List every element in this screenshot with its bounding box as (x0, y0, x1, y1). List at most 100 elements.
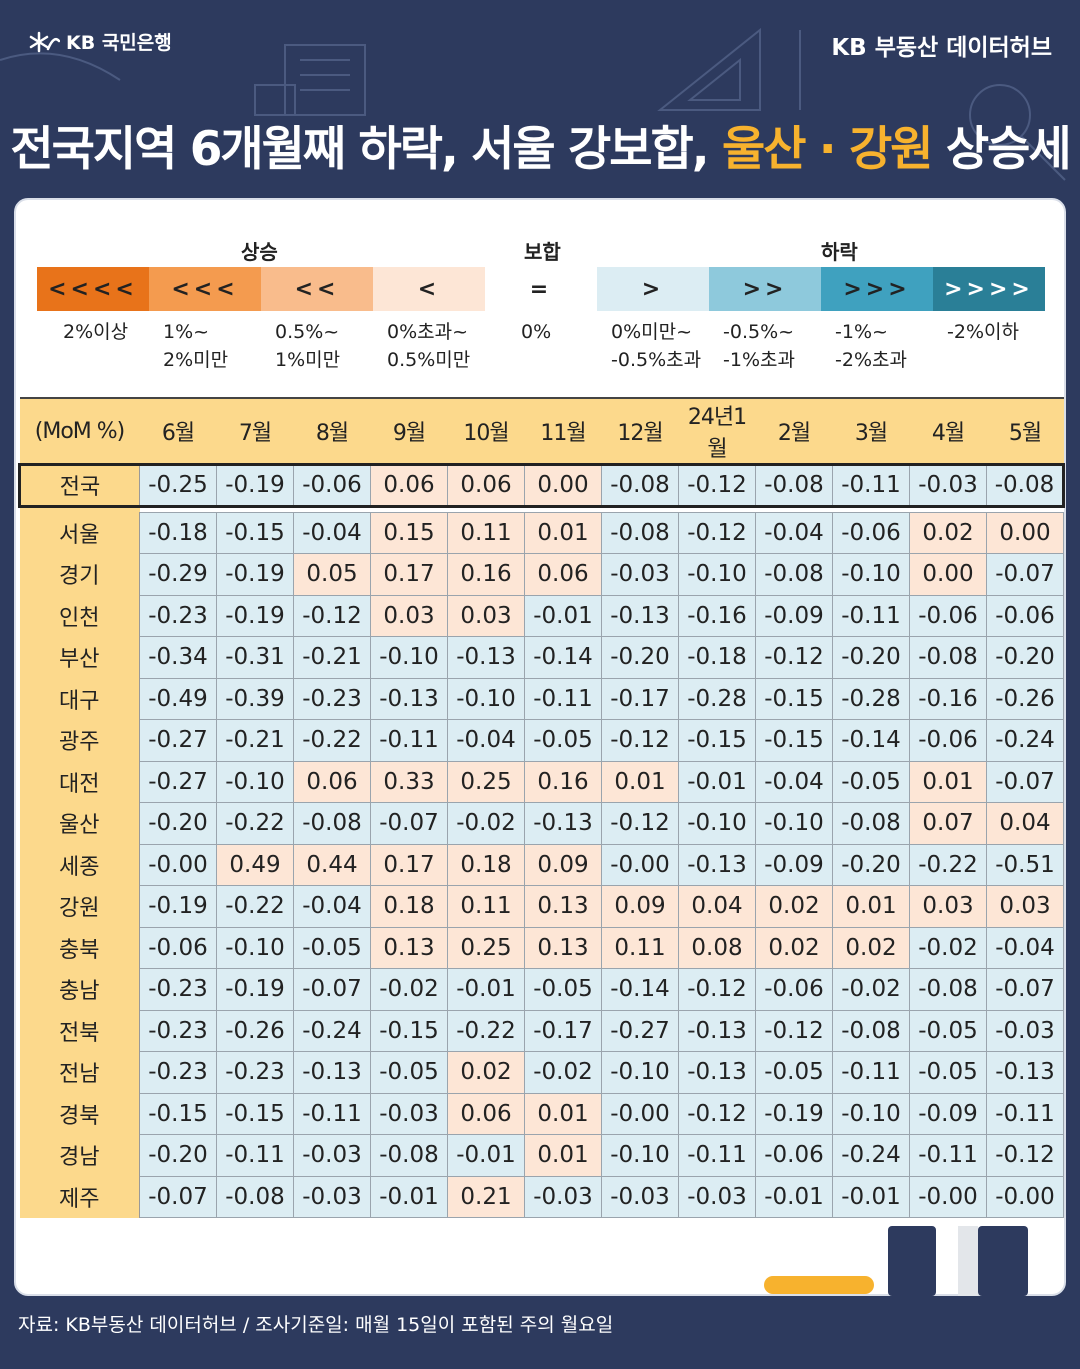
headline-part2: 상승세 (931, 122, 1072, 177)
value-cell: -0.24 (293, 1009, 371, 1052)
value-cell: 0.16 (524, 760, 602, 803)
value-cell: -0.16 (678, 594, 756, 637)
value-cell: 0.00 (986, 511, 1064, 554)
value-cell: -0.03 (986, 1009, 1064, 1052)
value-cell: -0.10 (832, 553, 910, 596)
value-cell: 0.02 (755, 885, 833, 928)
column-header: 4월 (909, 397, 987, 466)
value-cell: 0.49 (216, 843, 294, 886)
legend-swatch: >>>> (933, 267, 1045, 311)
value-cell: -0.23 (139, 968, 217, 1011)
value-cell: -0.20 (986, 636, 1064, 679)
value-cell: -0.07 (986, 968, 1064, 1011)
region-label: 대구 (19, 678, 140, 720)
column-header: 6월 (139, 397, 217, 466)
value-cell: -0.06 (832, 511, 910, 554)
value-cell: -0.24 (986, 719, 1064, 762)
region-label: 부산 (19, 636, 140, 678)
value-cell: 0.02 (832, 926, 910, 969)
gap-cell (19, 506, 140, 512)
value-cell: -0.19 (216, 463, 294, 508)
value-cell: -0.03 (370, 1092, 448, 1135)
value-cell: -0.15 (139, 1092, 217, 1135)
legend-swatch: > (597, 267, 709, 311)
value-cell: -0.11 (524, 677, 602, 720)
legend-swatch: >> (709, 267, 821, 311)
table-row: 대전 -0.27 -0.10 0.06 0.33 0.25 0.16 0.01 -0.01 -0.… (19, 760, 1064, 803)
value-cell: -0.28 (832, 677, 910, 720)
value-cell: -0.09 (909, 1092, 987, 1135)
value-cell: -0.15 (755, 719, 833, 762)
value-cell: -0.20 (139, 802, 217, 845)
value-cell: 0.05 (293, 553, 371, 596)
value-cell: -0.20 (139, 1134, 217, 1177)
value-cell: -0.10 (678, 553, 756, 596)
region-label: 전북 (19, 1010, 140, 1052)
legend-flat-label: 보합 (524, 240, 561, 264)
value-cell: -0.10 (755, 802, 833, 845)
table-row: 경북 -0.15 -0.15 -0.11 -0.03 0.06 0.01 -0.00 -0.12… (19, 1092, 1064, 1135)
value-cell: -0.26 (986, 677, 1064, 720)
value-cell: -0.11 (909, 1134, 987, 1177)
legend-label: -2%이하 (947, 321, 1019, 343)
value-cell: 0.06 (370, 463, 448, 508)
value-cell: -0.13 (986, 1051, 1064, 1094)
value-cell: -0.11 (832, 594, 910, 637)
value-cell: 0.01 (524, 511, 602, 554)
value-cell: 0.04 (678, 885, 756, 928)
value-cell: -0.08 (832, 802, 910, 845)
value-cell: -0.15 (216, 511, 294, 554)
table-row: 강원 -0.19 -0.22 -0.04 0.18 0.11 0.13 0.09 0.04 0.0… (19, 885, 1064, 928)
value-cell: -0.20 (601, 636, 679, 679)
value-cell: -0.21 (293, 636, 371, 679)
value-cell: -0.07 (370, 802, 448, 845)
value-cell: 0.06 (447, 463, 525, 508)
value-cell: 0.13 (524, 885, 602, 928)
legend-label: -0.5%~ -1%초과 (723, 321, 795, 371)
legend-down-label: 하락 (821, 240, 858, 264)
table-row: 세종 -0.00 0.49 0.44 0.17 0.18 0.09 -0.00 -0.13 -0.… (19, 843, 1064, 886)
value-cell: -0.19 (755, 1092, 833, 1135)
value-cell: -0.13 (524, 802, 602, 845)
legend-label: 1%~ 2%미만 (163, 321, 229, 371)
value-cell: -0.04 (755, 760, 833, 803)
value-cell: -0.34 (139, 636, 217, 679)
value-cell: -0.00 (986, 1175, 1064, 1218)
value-cell: -0.16 (909, 677, 987, 720)
table-row: 전남 -0.23 -0.23 -0.13 -0.05 0.02 -0.02 -0.10 -0.1… (19, 1051, 1064, 1094)
region-label: 세종 (19, 844, 140, 886)
column-header: 5월 (986, 397, 1064, 466)
value-cell: -0.10 (216, 926, 294, 969)
value-cell: -0.11 (370, 719, 448, 762)
value-cell: -0.11 (216, 1134, 294, 1177)
value-cell: -0.06 (909, 719, 987, 762)
city-skyline-illustration (0, 27, 1066, 181)
table-row: 전북 -0.23 -0.26 -0.24 -0.15 -0.22 -0.17 -0.27 -0.… (19, 1009, 1064, 1052)
value-cell: -0.01 (832, 1175, 910, 1218)
value-cell: -0.05 (293, 926, 371, 969)
value-cell: -0.39 (216, 677, 294, 720)
value-cell: -0.13 (678, 1009, 756, 1052)
value-cell: -0.12 (678, 511, 756, 554)
value-cell: 0.00 (909, 553, 987, 596)
value-cell: -0.19 (216, 594, 294, 637)
value-cell: -0.08 (370, 1134, 448, 1177)
value-cell: -0.22 (293, 719, 371, 762)
value-cell: -0.09 (755, 594, 833, 637)
value-cell: -0.13 (601, 594, 679, 637)
legend-swatch: = (485, 267, 597, 311)
value-cell: -0.23 (139, 1009, 217, 1052)
value-cell: -0.14 (601, 968, 679, 1011)
column-header: 12월 (601, 397, 679, 466)
value-cell: -0.51 (986, 843, 1064, 886)
value-cell: -0.03 (293, 1134, 371, 1177)
value-cell: -0.02 (832, 968, 910, 1011)
table-row: 대구 -0.49 -0.39 -0.23 -0.13 -0.10 -0.11 -0.17 -0.… (19, 677, 1064, 720)
value-cell: 0.13 (370, 926, 448, 969)
value-cell: 0.15 (370, 511, 448, 554)
column-header: 11월 (524, 397, 602, 466)
region-label: 제주 (19, 1176, 140, 1218)
value-cell: -0.05 (755, 1051, 833, 1094)
data-hub-label: KB 부동산 데이터허브 (831, 35, 1052, 61)
legend-label: 0%미만~ -0.5%초과 (611, 321, 702, 371)
